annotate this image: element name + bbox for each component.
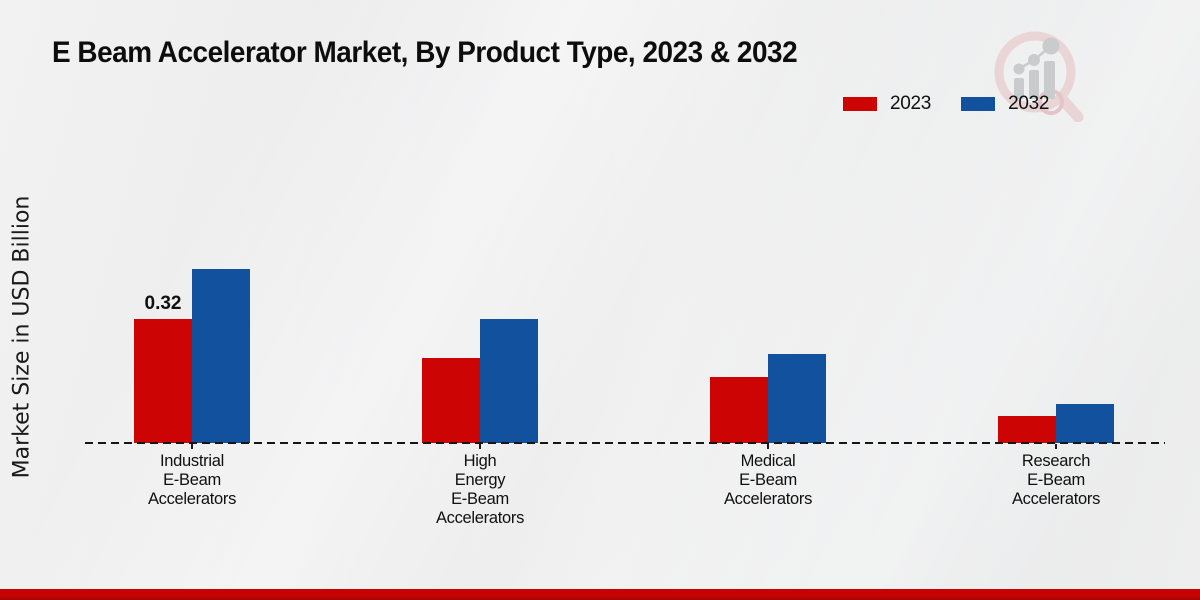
category-label-line: E-Beam [739, 471, 797, 489]
bar-2032-category-3 [1056, 404, 1114, 443]
category-label-line: E-Beam [451, 490, 509, 508]
category-label-line: High [463, 452, 497, 470]
x-axis-tick [191, 444, 193, 449]
x-axis-tick [767, 444, 769, 449]
bar-2023-category-2 [710, 377, 768, 443]
legend-swatch-2023-icon [843, 97, 877, 111]
chart-title: E Beam Accelerator Market, By Product Ty… [52, 36, 798, 69]
category-label-line: Accelerators [147, 490, 237, 508]
category-label-line: Energy [454, 471, 506, 489]
legend-label-2032: 2032 [1008, 93, 1050, 114]
bar-2032-category-2 [768, 354, 826, 443]
bar-value-label: 0.32 [144, 293, 182, 314]
legend-label-2023: 2023 [890, 93, 932, 114]
x-axis-tick [479, 444, 481, 449]
category-label-line: Industrial [160, 452, 224, 470]
category-label-line: Accelerators [723, 490, 813, 508]
category-label-1: High Energy E-Beam Accelerators [398, 452, 562, 528]
category-label-line: E-Beam [1027, 471, 1085, 489]
legend-item-2023: 2023 [843, 93, 931, 115]
footer-red-bar [0, 589, 1200, 600]
category-label-line: Accelerators [1011, 490, 1101, 508]
bar-2023-category-3 [998, 416, 1056, 443]
category-label-line: Research [1021, 452, 1091, 470]
category-label-line: E-Beam [163, 471, 221, 489]
category-label-3: Research E-Beam Accelerators [974, 452, 1138, 509]
bar-2032-category-1 [480, 319, 538, 443]
category-label-0: Industrial E-Beam Accelerators [110, 452, 274, 509]
legend-item-2032: 2032 [961, 93, 1049, 115]
category-label-2: Medical E-Beam Accelerators [686, 452, 850, 509]
bar-2023-category-1 [422, 358, 480, 443]
bar-2032-category-0 [192, 269, 250, 443]
x-axis-baseline [85, 442, 1165, 444]
legend: 2023 2032 [843, 93, 1049, 115]
magnifier-bar-chart-logo-icon [985, 22, 1085, 123]
x-axis-tick [1055, 444, 1057, 449]
bar-2023-category-0 [134, 319, 192, 443]
category-label-line: Accelerators [435, 509, 525, 527]
category-label-line: Medical [740, 452, 796, 470]
legend-swatch-2032-icon [961, 97, 996, 111]
